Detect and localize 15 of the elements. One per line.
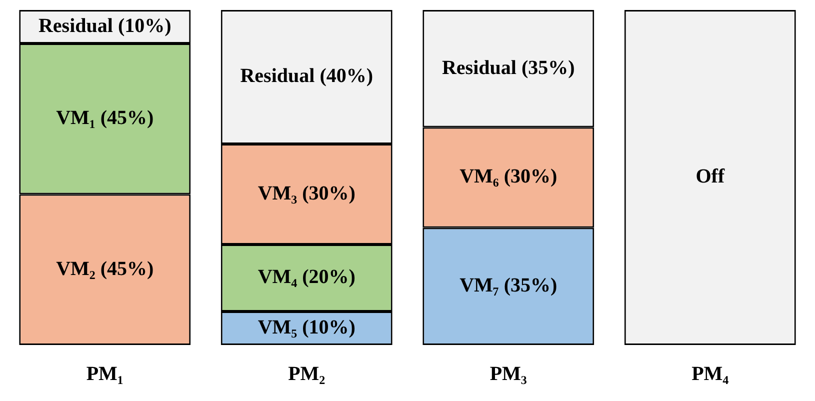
data-label: VM₄ (20%) [258, 266, 356, 288]
data-label: VM₂ (45%) [56, 258, 154, 280]
data-label: Residual (40%) [240, 65, 374, 88]
data-label: VM₁ (45%) [56, 107, 154, 130]
data-label: VM₆ (30%) [460, 166, 558, 188]
data-label: VM₇ (35%) [460, 274, 558, 297]
data-label: Residual (10%) [38, 14, 172, 37]
x-tick-label: PM₂ [288, 363, 326, 386]
x-tick-label: PM₃ [490, 363, 527, 386]
x-tick-label: PM₁ [86, 363, 124, 386]
data-label: VM₃ (30%) [258, 182, 356, 204]
data-label: Residual (35%) [442, 56, 575, 79]
data-label: Off [696, 166, 725, 188]
data-label: VM₅ (10%) [258, 316, 356, 338]
x-tick-label: PM₄ [692, 363, 729, 386]
